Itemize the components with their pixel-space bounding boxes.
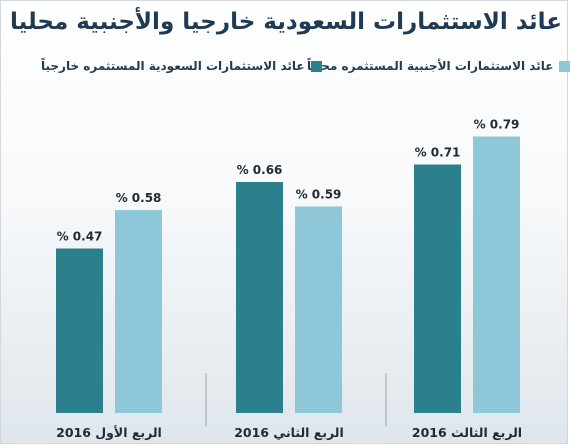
legend-item-domestic: عائد الاستثمارات الأجنبية المستثمره محلي… [307,58,570,74]
legend-label-domestic: عائد الاستثمارات الأجنبية المستثمره محلي… [307,59,554,73]
bar-abroad-3 [414,164,461,413]
value-label-abroad-2: % 0.66 [237,163,283,177]
value-label-abroad-3: % 0.71 [415,146,461,160]
legend-label-abroad: عائد الاستثمارات السعودية المستثمره خارج… [41,59,305,73]
legend-item-abroad: عائد الاستثمارات السعودية المستثمره خارج… [41,58,322,74]
category-label-1: الربع الأول 2016 [56,425,162,440]
bar-domestic-2 [295,206,342,413]
value-label-domestic-1: % 0.58 [116,191,162,205]
bar-domestic-3 [473,136,520,413]
category-label-3: الربع الثالث 2016 [412,425,522,440]
legend-swatch-abroad [310,60,322,72]
bar-abroad-2 [236,182,283,413]
category-label-2: الربع الثاني 2016 [234,425,344,440]
value-label-domestic-2: % 0.59 [296,188,342,202]
bar-abroad-1 [56,248,103,413]
value-label-abroad-1: % 0.47 [57,230,103,244]
legend-swatch-domestic [559,60,570,72]
chart-title: عائد الاستثمارات السعودية خارجيا والأجنب… [10,9,562,35]
value-label-domestic-3: % 0.79 [474,118,520,132]
bar-domestic-1 [115,210,162,413]
